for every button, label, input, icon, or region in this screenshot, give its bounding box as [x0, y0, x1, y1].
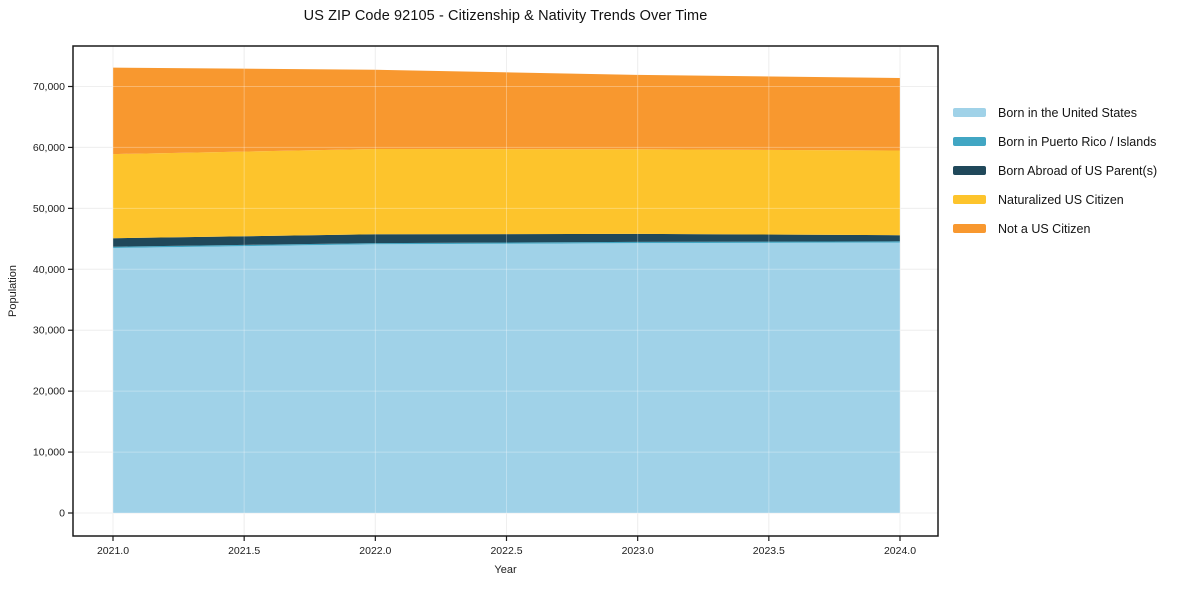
x-tick-label: 2021.5	[228, 545, 260, 557]
legend-item: Not a US Citizen	[953, 214, 1157, 243]
legend: Born in the United States Born in Puerto …	[953, 98, 1157, 243]
x-tick-label: 2023.5	[753, 545, 785, 557]
legend-swatch	[953, 224, 986, 233]
plot-border	[72, 45, 939, 537]
legend-item: Born in the United States	[953, 98, 1157, 127]
y-tick-label: 40,000	[33, 264, 65, 276]
x-tick-label: 2023.0	[622, 545, 654, 557]
x-tick-label: 2022.5	[490, 545, 522, 557]
y-tick-label: 60,000	[33, 142, 65, 154]
area-series-2	[113, 233, 900, 247]
y-tick-label: 30,000	[33, 325, 65, 337]
legend-label: Naturalized US Citizen	[998, 192, 1124, 207]
x-axis-label: Year	[494, 564, 517, 576]
legend-label: Born Abroad of US Parent(s)	[998, 163, 1158, 178]
chart-title: US ZIP Code 92105 - Citizenship & Nativi…	[303, 8, 708, 24]
y-tick-label: 20,000	[33, 386, 65, 398]
legend-swatch	[953, 108, 986, 117]
legend-swatch	[953, 137, 986, 146]
legend-item: Born Abroad of US Parent(s)	[953, 156, 1157, 185]
y-tick-label: 50,000	[33, 203, 65, 215]
area-series-4	[113, 67, 900, 155]
y-tick-label: 0	[59, 508, 65, 520]
x-tick-label: 2024.0	[884, 545, 916, 557]
y-tick-label: 70,000	[33, 81, 65, 93]
y-tick-label: 10,000	[33, 447, 65, 459]
area-series-1	[113, 241, 900, 248]
legend-swatch	[953, 166, 986, 175]
legend-label: Born in Puerto Rico / Islands	[998, 134, 1157, 149]
area-series-0	[113, 242, 900, 513]
grid-overlay	[73, 46, 938, 536]
area-series-3	[113, 149, 900, 239]
x-tick-label: 2021.0	[97, 545, 129, 557]
legend-label: Born in the United States	[998, 105, 1137, 120]
legend-swatch	[953, 195, 986, 204]
legend-item: Naturalized US Citizen	[953, 185, 1157, 214]
legend-label: Not a US Citizen	[998, 221, 1091, 236]
x-tick-label: 2022.0	[359, 545, 391, 557]
legend-item: Born in Puerto Rico / Islands	[953, 127, 1157, 156]
